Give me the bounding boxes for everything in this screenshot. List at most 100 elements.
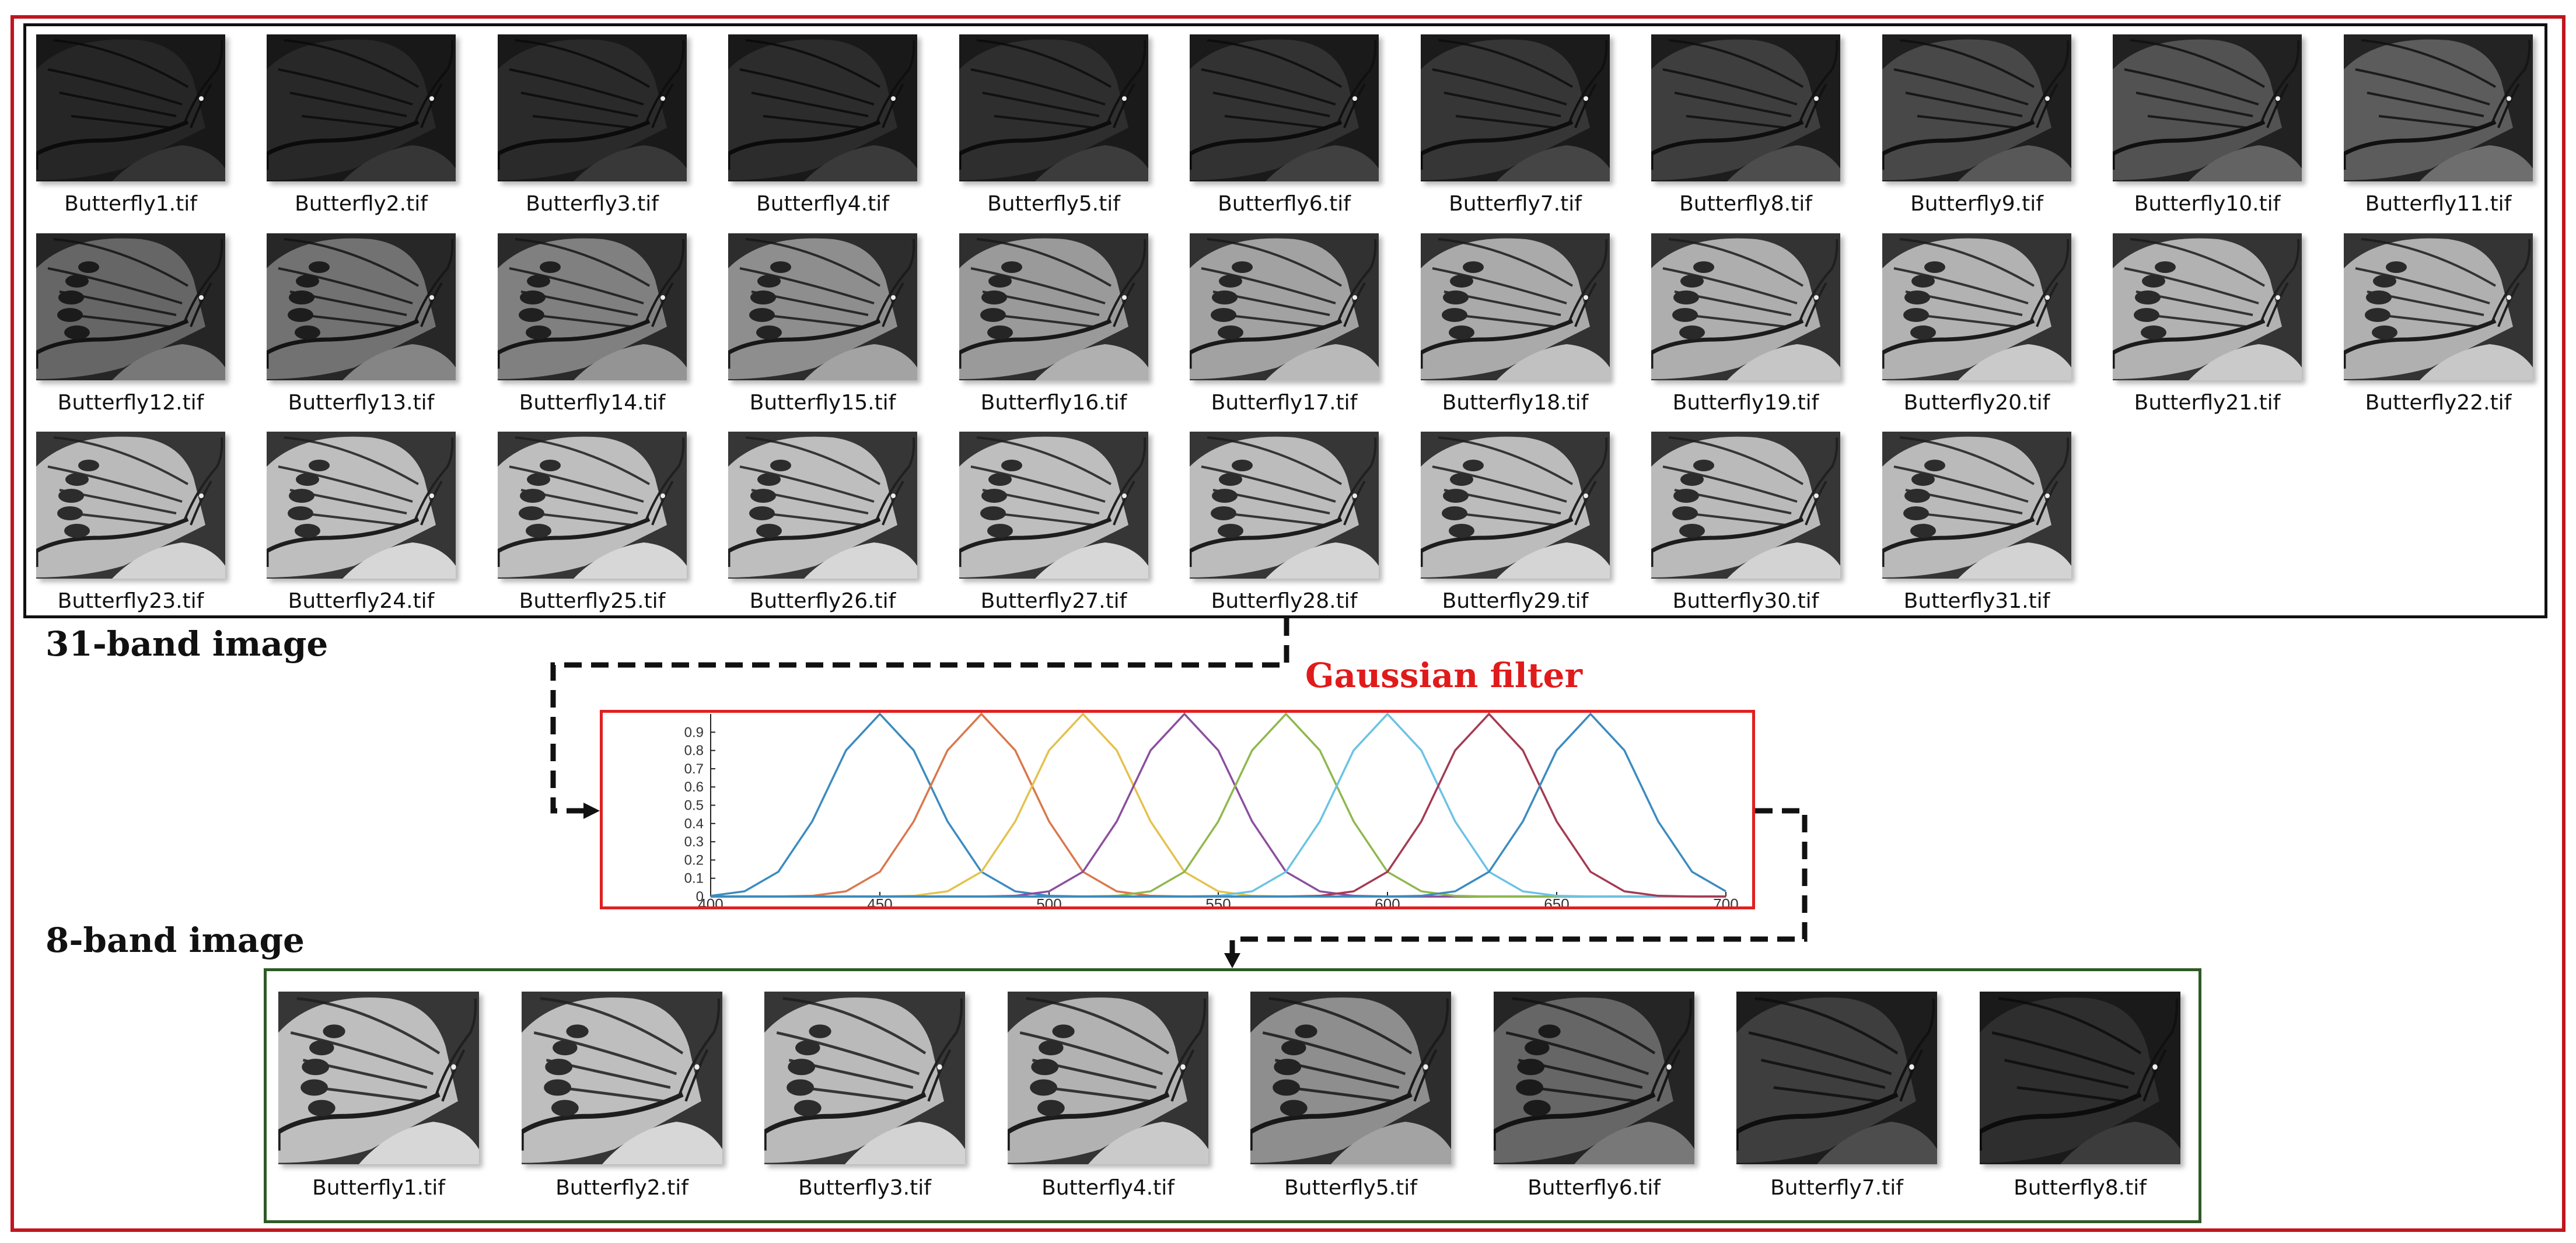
gaussian-filter-plot: 400 450 500 550 600 650 700 0 0.1 0.2 0.3 0.4 0.5 0.6… bbox=[600, 710, 1755, 913]
butterfly-band-image bbox=[1421, 34, 1610, 181]
band31-thumbnail[interactable]: Butterfly14.tif bbox=[498, 233, 687, 415]
butterfly-band-image bbox=[36, 233, 225, 380]
butterfly-band-image bbox=[2344, 233, 2533, 380]
band31-thumbnail[interactable]: Butterfly30.tif bbox=[1651, 432, 1840, 613]
y-tick-label: 0.8 bbox=[684, 743, 704, 759]
y-tick-label: 0.6 bbox=[684, 779, 704, 795]
file-name-label: Butterfly9.tif bbox=[1910, 192, 2043, 216]
file-name-label: Butterfly11.tif bbox=[2365, 192, 2512, 216]
gaussian-filter-title: Gaussian filter bbox=[1305, 656, 1583, 695]
band31-thumbnail[interactable]: Butterfly15.tif bbox=[728, 233, 917, 415]
band31-thumbnail[interactable]: Butterfly6.tif bbox=[1190, 34, 1379, 216]
band31-thumbnail[interactable]: Butterfly8.tif bbox=[1651, 34, 1840, 216]
butterfly-band-image bbox=[1736, 992, 1937, 1164]
outer-frame bbox=[11, 15, 2565, 1232]
band31-thumbnail[interactable]: Butterfly19.tif bbox=[1651, 233, 1840, 415]
y-tick-label: 0.9 bbox=[684, 724, 704, 740]
file-name-label: Butterfly4.tif bbox=[1041, 1176, 1175, 1200]
y-tick-label: 0.4 bbox=[684, 816, 704, 832]
band8-thumbnail[interactable]: Butterfly1.tif bbox=[278, 992, 479, 1200]
arrow-head-filter bbox=[583, 803, 600, 819]
butterfly-band-image bbox=[1882, 233, 2071, 380]
band31-thumbnail[interactable]: Butterfly3.tif bbox=[498, 34, 687, 216]
band31-thumbnail[interactable]: Butterfly1.tif bbox=[36, 34, 225, 216]
file-name-label: Butterfly29.tif bbox=[1442, 589, 1589, 613]
file-name-label: Butterfly12.tif bbox=[57, 391, 204, 415]
band8-thumbnail[interactable]: Butterfly6.tif bbox=[1494, 992, 1694, 1200]
band31-thumbnail[interactable]: Butterfly4.tif bbox=[728, 34, 917, 216]
butterfly-band-image bbox=[959, 34, 1148, 181]
band31-thumbnail[interactable]: Butterfly27.tif bbox=[959, 432, 1148, 613]
band31-thumbnail[interactable]: Butterfly11.tif bbox=[2344, 34, 2533, 216]
band31-thumbnail[interactable]: Butterfly28.tif bbox=[1190, 432, 1379, 613]
y-tick-label: 0.2 bbox=[684, 852, 704, 868]
file-name-label: Butterfly7.tif bbox=[1770, 1176, 1903, 1200]
band8-thumbnail[interactable]: Butterfly4.tif bbox=[1008, 992, 1208, 1200]
band31-thumbnail[interactable]: Butterfly23.tif bbox=[36, 432, 225, 613]
band8-thumbnail[interactable]: Butterfly8.tif bbox=[1980, 992, 2180, 1200]
y-tick-label: 0.7 bbox=[684, 761, 704, 777]
file-name-label: Butterfly14.tif bbox=[519, 391, 666, 415]
band31-thumbnail[interactable]: Butterfly24.tif bbox=[267, 432, 456, 613]
band31-thumbnail[interactable]: Butterfly2.tif bbox=[267, 34, 456, 216]
butterfly-band-image bbox=[267, 34, 456, 181]
butterfly-band-image bbox=[1190, 233, 1379, 380]
band31-thumbnail[interactable]: Butterfly26.tif bbox=[728, 432, 917, 613]
butterfly-band-image bbox=[959, 233, 1148, 380]
file-name-label: Butterfly10.tif bbox=[2134, 192, 2281, 216]
band8-thumbnail[interactable]: Butterfly2.tif bbox=[522, 992, 722, 1200]
band31-thumbnail[interactable]: Butterfly13.tif bbox=[267, 233, 456, 415]
band31-thumbnail[interactable]: Butterfly17.tif bbox=[1190, 233, 1379, 415]
band8-thumbnail[interactable]: Butterfly3.tif bbox=[764, 992, 965, 1200]
band8-thumbnail[interactable]: Butterfly7.tif bbox=[1736, 992, 1937, 1200]
butterfly-band-image bbox=[1421, 233, 1610, 380]
file-name-label: Butterfly18.tif bbox=[1442, 391, 1589, 415]
band31-thumbnail[interactable]: Butterfly29.tif bbox=[1421, 432, 1610, 613]
file-name-label: Butterfly22.tif bbox=[2365, 391, 2512, 415]
band31-thumbnail[interactable]: Butterfly18.tif bbox=[1421, 233, 1610, 415]
butterfly-band-image bbox=[498, 432, 687, 579]
file-name-label: Butterfly13.tif bbox=[288, 391, 435, 415]
butterfly-band-image bbox=[498, 233, 687, 380]
file-name-label: Butterfly3.tif bbox=[798, 1176, 931, 1200]
y-tick-label: 0.3 bbox=[684, 834, 704, 850]
file-name-label: Butterfly1.tif bbox=[64, 192, 197, 216]
band31-thumbnail[interactable]: Butterfly31.tif bbox=[1882, 432, 2071, 613]
butterfly-band-image bbox=[267, 432, 456, 579]
band31-thumbnail[interactable]: Butterfly22.tif bbox=[2344, 233, 2533, 415]
file-name-label: Butterfly2.tif bbox=[555, 1176, 688, 1200]
file-name-label: Butterfly15.tif bbox=[749, 391, 896, 415]
band31-title: 31-band image bbox=[46, 624, 328, 664]
file-name-label: Butterfly21.tif bbox=[2134, 391, 2281, 415]
band31-thumbnail[interactable]: Butterfly25.tif bbox=[498, 432, 687, 613]
arrow-to-filter bbox=[550, 618, 1289, 814]
band31-image-grid: Butterfly1.tif Butterfly2.tif Butterfly3… bbox=[23, 23, 2547, 618]
band8-thumbnail[interactable]: Butterfly5.tif bbox=[1250, 992, 1451, 1200]
butterfly-band-image bbox=[1190, 432, 1379, 579]
band31-thumbnail[interactable]: Butterfly21.tif bbox=[2113, 233, 2302, 415]
butterfly-band-image bbox=[36, 432, 225, 579]
band31-thumbnail[interactable]: Butterfly16.tif bbox=[959, 233, 1148, 415]
butterfly-band-image bbox=[1494, 992, 1694, 1164]
band8-image-grid: Butterfly1.tif Butterfly2.tif Butterfly3… bbox=[264, 968, 2201, 1223]
file-name-label: Butterfly1.tif bbox=[312, 1176, 445, 1200]
butterfly-band-image bbox=[728, 34, 917, 181]
butterfly-band-image bbox=[728, 432, 917, 579]
butterfly-band-image bbox=[1421, 432, 1610, 579]
band31-thumbnail[interactable]: Butterfly20.tif bbox=[1882, 233, 2071, 415]
file-name-label: Butterfly8.tif bbox=[1679, 192, 1812, 216]
band31-thumbnail[interactable]: Butterfly7.tif bbox=[1421, 34, 1610, 216]
file-name-label: Butterfly20.tif bbox=[1903, 391, 2050, 415]
file-name-label: Butterfly4.tif bbox=[756, 192, 889, 216]
y-tick-label: 0.5 bbox=[684, 798, 704, 814]
butterfly-band-image bbox=[1250, 992, 1451, 1164]
band31-thumbnail[interactable]: Butterfly9.tif bbox=[1882, 34, 2071, 216]
band31-thumbnail[interactable]: Butterfly12.tif bbox=[36, 233, 225, 415]
file-name-label: Butterfly5.tif bbox=[987, 192, 1120, 216]
butterfly-band-image bbox=[1651, 233, 1840, 380]
band8-title: 8-band image bbox=[46, 920, 305, 960]
butterfly-band-image bbox=[2113, 34, 2302, 181]
band31-thumbnail[interactable]: Butterfly5.tif bbox=[959, 34, 1148, 216]
band31-thumbnail[interactable]: Butterfly10.tif bbox=[2113, 34, 2302, 216]
